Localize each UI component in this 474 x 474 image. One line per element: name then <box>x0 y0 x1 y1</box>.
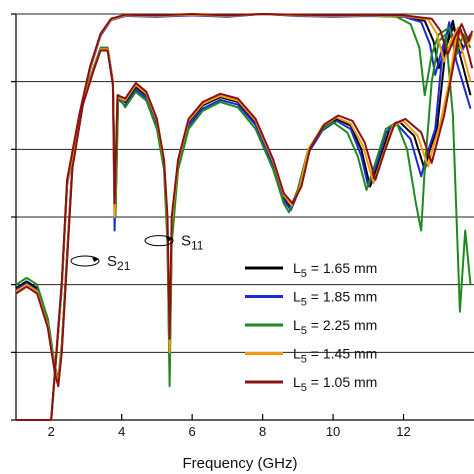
series-1-s11-line <box>15 21 472 384</box>
annotation-0-label: S21 <box>107 253 131 273</box>
annotation-1-loop <box>144 235 174 247</box>
x-tick-label-3: 8 <box>259 424 266 439</box>
x-tick-label-2: 6 <box>189 424 196 439</box>
legend-label-4: L5 = 1.05 mm <box>293 374 377 394</box>
series-2-s11-line <box>15 33 472 388</box>
x-axis-title: Frequency (GHz) <box>182 455 297 472</box>
gridlines <box>16 13 474 421</box>
series-group <box>15 13 474 421</box>
annotation-1-arrowhead <box>166 236 174 242</box>
annotation-1-label: S11 <box>181 233 204 253</box>
series-3-s11-line <box>15 33 472 384</box>
series-4-s11-line <box>15 26 474 388</box>
axes: 2 4 6 8 10 12 <box>11 13 474 439</box>
legend: L5 = 1.65 mm L5 = 1.85 mm L5 = 2.25 mm L5 =… <box>245 260 377 394</box>
annotations: S21 S11 <box>70 233 204 273</box>
x-tick-label-5: 12 <box>396 424 410 439</box>
series-0-s11-line <box>15 19 472 381</box>
x-tick-label-1: 4 <box>118 424 125 439</box>
series-4-s21-line <box>16 13 474 421</box>
legend-label-2: L5 = 2.25 mm <box>293 317 377 337</box>
annotation-0-arrowhead <box>92 256 100 262</box>
x-tick-label-4: 10 <box>326 424 340 439</box>
legend-label-0: L5 = 1.65 mm <box>293 260 377 280</box>
annotation-0-loop <box>70 255 100 267</box>
legend-label-3: L5 = 1.45 mm <box>293 346 377 366</box>
x-tick-label-0: 2 <box>48 424 55 439</box>
legend-label-1: L5 = 1.85 mm <box>293 289 377 309</box>
